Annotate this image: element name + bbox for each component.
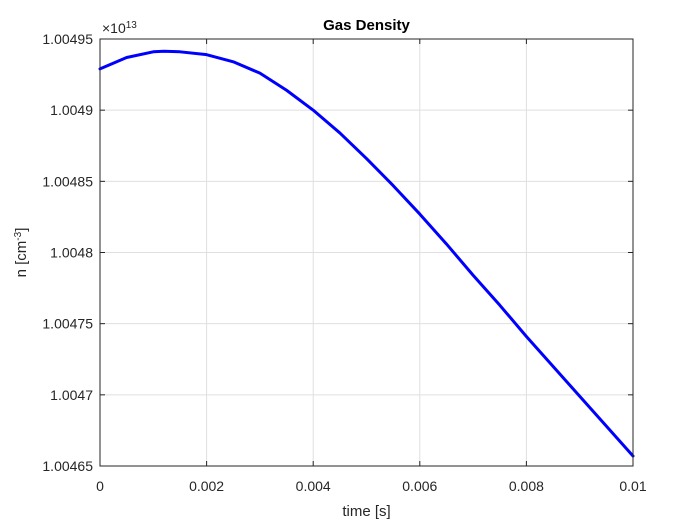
y-tick-label: 1.0049	[50, 102, 93, 118]
y-tick-label: 1.00475	[42, 316, 93, 332]
x-tick-labels: 0 0.002 0.004 0.006 0.008 0.01	[96, 478, 647, 494]
x-tick-label: 0.008	[509, 478, 544, 494]
y-axis-label-base: n [cm	[13, 241, 30, 278]
x-tick-label: 0.002	[189, 478, 224, 494]
y-axis-exponent: ×1013	[102, 20, 137, 37]
y-tick-label: 1.0048	[50, 245, 93, 261]
x-tick-label: 0	[96, 478, 104, 494]
y-axis-label-sup: -3	[13, 231, 24, 240]
x-axis-label: time [s]	[342, 503, 390, 520]
x-tick-label: 0.01	[619, 478, 646, 494]
y-tick-label: 1.0047	[50, 387, 93, 403]
x-tick-label: 0.006	[402, 478, 437, 494]
series-line	[98, 49, 635, 458]
y-tick-label: 1.00485	[42, 173, 93, 189]
series-layer	[98, 49, 635, 458]
tick-marks	[99, 38, 634, 467]
y-axis-label: n [cm-3]	[13, 228, 31, 278]
chart-title: Gas Density	[323, 17, 410, 34]
y-axis-exponent-power: 13	[126, 20, 138, 31]
y-tick-label: 1.00465	[42, 458, 93, 474]
y-tick-label: 1.00495	[42, 31, 93, 47]
y-axis-exponent-prefix: ×10	[102, 20, 126, 36]
x-tick-label: 0.004	[296, 478, 331, 494]
y-axis-label-close: ]	[13, 228, 30, 232]
y-tick-labels: 1.00465 1.0047 1.00475 1.0048 1.00485 1.0049 1…	[42, 31, 93, 474]
